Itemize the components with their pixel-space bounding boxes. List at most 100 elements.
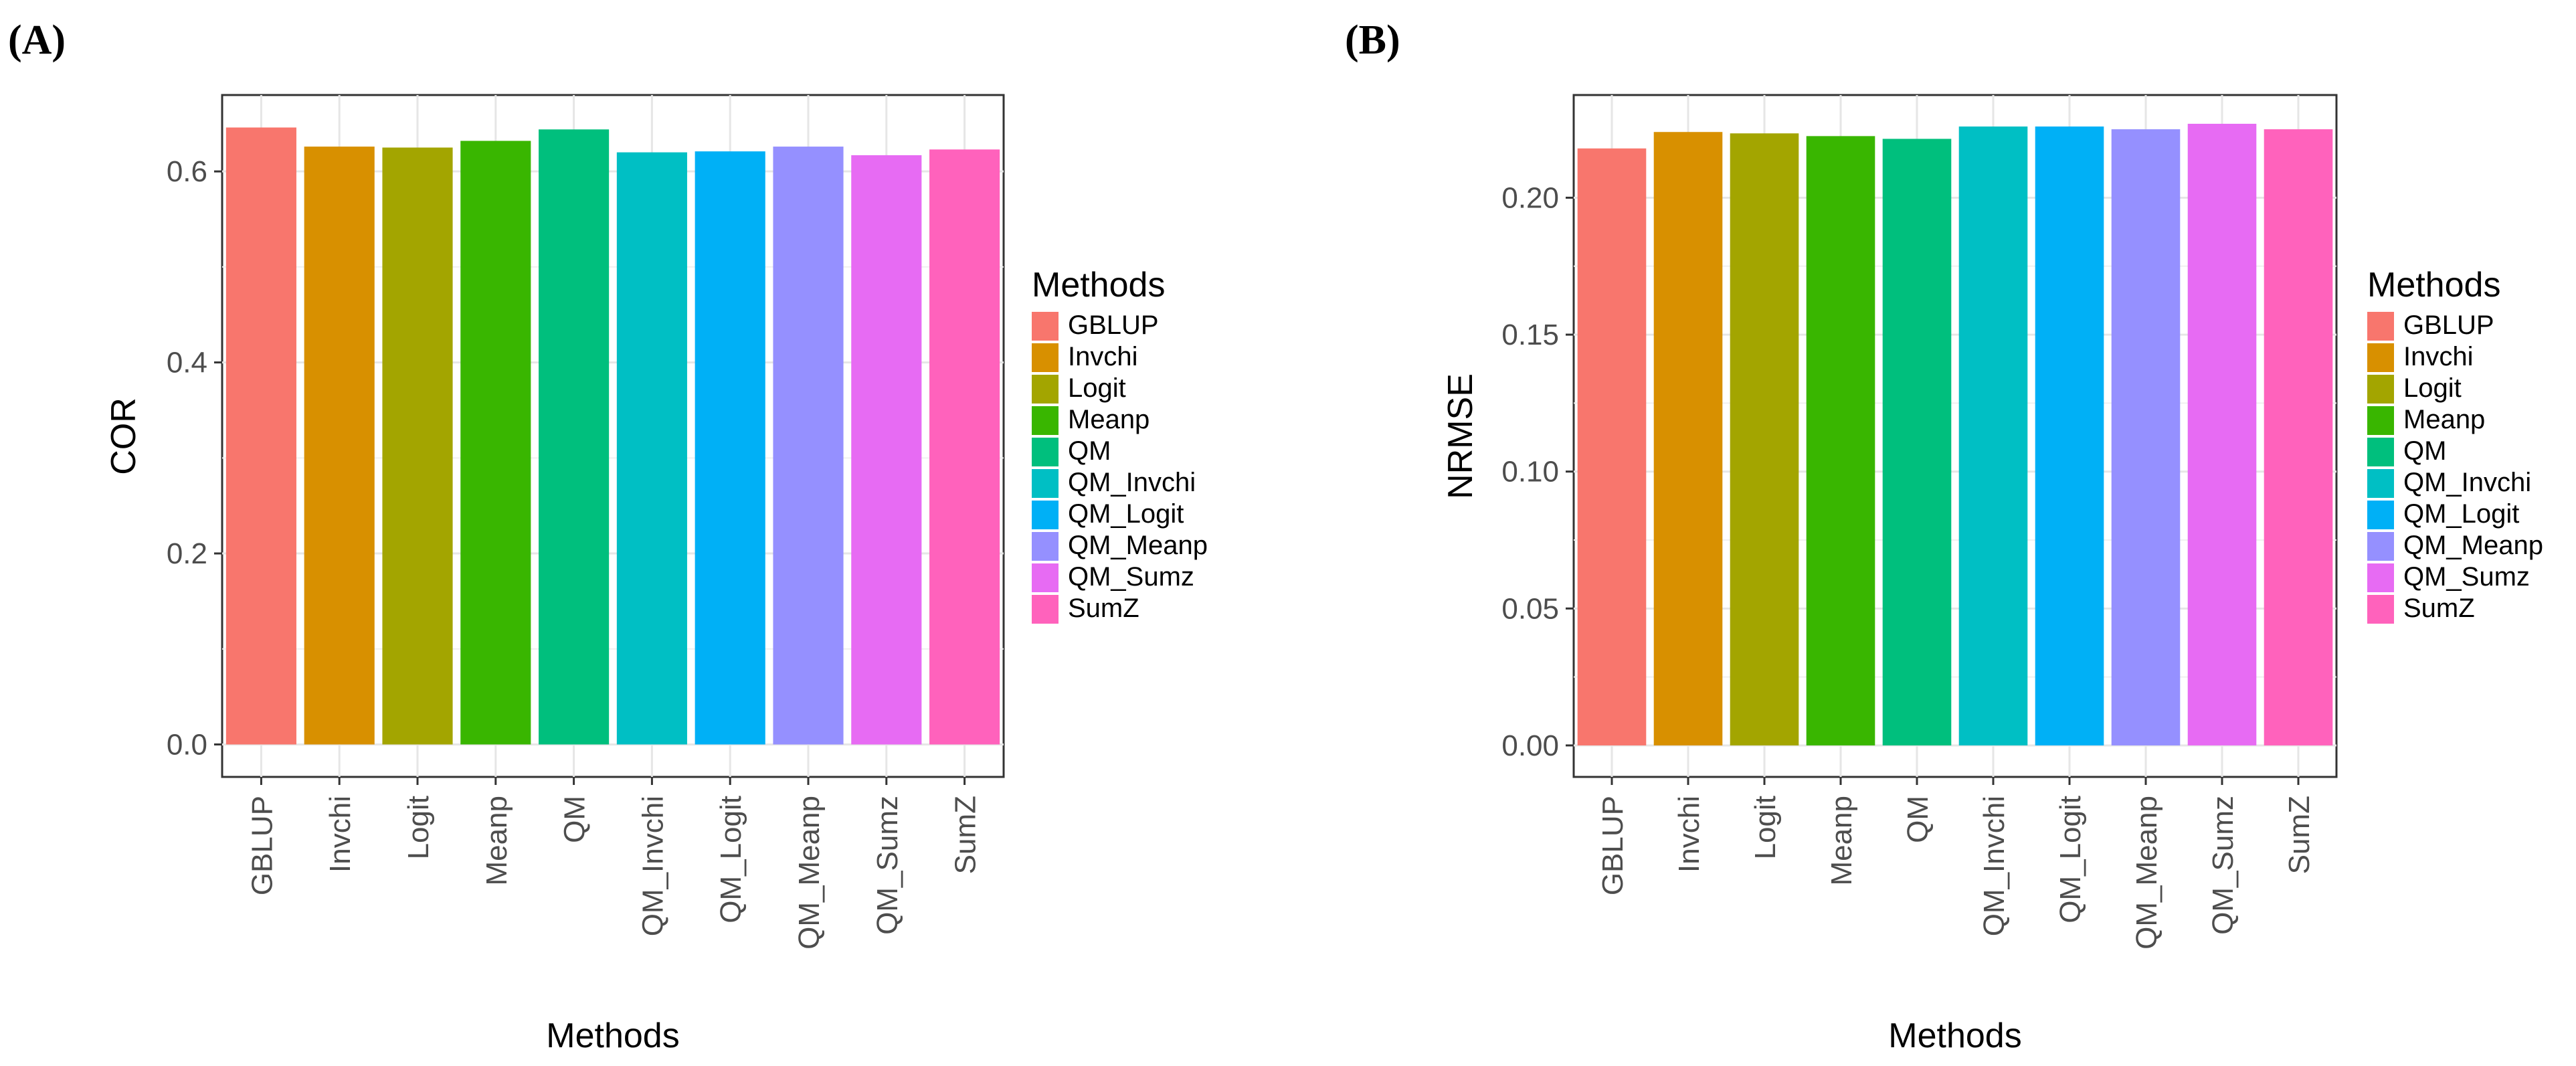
x-tick-label: QM xyxy=(1902,796,1934,843)
legend-entry-label: QM_Logit xyxy=(1068,499,1184,529)
legend-key xyxy=(1032,312,1059,341)
x-tick-label: QM_Invchi xyxy=(636,796,669,936)
bar-qm-meanp xyxy=(2111,129,2181,745)
y-axis-title-a: COR xyxy=(104,397,143,475)
legend-entry-label: QM_Logit xyxy=(2403,499,2519,529)
y-tick-label: 0.10 xyxy=(1501,456,1559,488)
bar-qm-invchi xyxy=(1958,126,2028,745)
legend-key xyxy=(1032,406,1059,435)
x-tick-label: QM_Logit xyxy=(2054,796,2087,923)
y-axis-title-b: NRMSE xyxy=(1441,373,1480,499)
legend-key xyxy=(2367,532,2394,561)
bar-qm xyxy=(539,129,610,745)
y-tick-label: 0.4 xyxy=(167,347,207,379)
x-tick-label: GBLUP xyxy=(246,796,278,895)
bar-sumz xyxy=(929,149,1000,745)
legend-entry-label: QM_Sumz xyxy=(1068,562,1194,592)
x-tick-label: Invchi xyxy=(324,796,357,873)
panel-a: (A) 0.00.20.40.6 GBLUP Invchi Logit Meanp QM… xyxy=(8,17,1208,1055)
x-tick-label: QM_Meanp xyxy=(2130,796,2163,950)
x-tick-label: QM_Invchi xyxy=(1978,796,2011,936)
x-tick-label: Meanp xyxy=(1825,796,1858,886)
panel-b: (B) 0.000.050.100.150.20 GBLUP Invchi Logi… xyxy=(1345,17,2543,1055)
x-axis-title-b: Methods xyxy=(1888,1016,2021,1055)
bar-invchi xyxy=(304,147,375,745)
y-tick-label: 0.00 xyxy=(1501,729,1559,762)
legend-key xyxy=(2367,469,2394,498)
legend-entry-label: QM_Invchi xyxy=(2403,468,2531,497)
bars-a xyxy=(225,127,1000,745)
x-tick-label: SumZ xyxy=(949,796,982,874)
legend-entry-label: Invchi xyxy=(2403,342,2474,371)
legend-entry-label: QM_Meanp xyxy=(2403,531,2543,560)
legend-entry-label: QM_Invchi xyxy=(1068,468,1196,497)
legend-entry-label: Invchi xyxy=(1068,342,1138,371)
legend-key xyxy=(1032,563,1059,592)
y-tick-label: 0.20 xyxy=(1501,181,1559,214)
legend-key xyxy=(2367,438,2394,466)
bar-qm-sumz xyxy=(2187,123,2257,745)
bar-logit xyxy=(1730,133,1799,745)
y-tick-label: 0.05 xyxy=(1501,592,1559,625)
y-axis-a: 0.0 0.2 0.4 0.6 xyxy=(167,155,222,761)
legend-entry-label: SumZ xyxy=(2403,594,2475,623)
x-axis-a: GBLUP Invchi Logit Meanp QM QM_Invchi QM_Logit… xyxy=(246,777,982,950)
bar-gblup xyxy=(225,127,296,745)
y-tick-label: 0.15 xyxy=(1501,319,1559,351)
x-tick-label: Logit xyxy=(1749,796,1782,859)
y-tick-label: 0.6 xyxy=(167,155,207,188)
legend-a: Methods GBLUPInvchiLogitMeanpQMQM_Invchi… xyxy=(1032,266,1208,624)
panel-a-label: (A) xyxy=(8,17,66,63)
legend-entry-label: QM xyxy=(2403,436,2446,466)
bar-gblup xyxy=(1577,148,1647,745)
legend-b: Methods GBLUPInvchiLogitMeanpQMQM_Invchi… xyxy=(2367,266,2543,624)
x-axis-title-a: Methods xyxy=(546,1016,679,1055)
legend-key xyxy=(2367,312,2394,341)
bars-b xyxy=(1577,123,2333,745)
x-tick-label: QM_Meanp xyxy=(793,796,826,950)
bar-qm-sumz xyxy=(851,155,922,745)
x-tick-label: SumZ xyxy=(2283,796,2316,874)
legend-entry-label: Meanp xyxy=(1068,405,1149,434)
legend-title-a: Methods xyxy=(1032,266,1165,304)
legend-entry-label: Meanp xyxy=(2403,405,2485,434)
x-axis-b: GBLUP Invchi Logit Meanp QM QM_Invchi QM_Logit… xyxy=(1596,777,2316,950)
bar-qm-logit xyxy=(2035,126,2104,745)
legend-entry-label: QM_Sumz xyxy=(2403,562,2530,592)
bar-qm-invchi xyxy=(616,152,687,745)
x-tick-label: Meanp xyxy=(480,796,513,886)
x-tick-label: QM_Sumz xyxy=(871,796,904,935)
x-tick-label: QM xyxy=(559,796,591,843)
legend-key xyxy=(2367,595,2394,624)
x-tick-label: GBLUP xyxy=(1596,796,1629,895)
x-tick-label: Invchi xyxy=(1673,796,1706,873)
x-tick-label: QM_Sumz xyxy=(2207,796,2239,935)
legend-entry-label: GBLUP xyxy=(1068,310,1159,340)
legend-key xyxy=(1032,501,1059,529)
legend-key xyxy=(2367,563,2394,592)
bar-sumz xyxy=(2264,129,2333,745)
legend-key xyxy=(2367,375,2394,404)
panel-b-label: (B) xyxy=(1345,17,1400,63)
legend-key xyxy=(2367,501,2394,529)
legend-key xyxy=(1032,532,1059,561)
legend-entry-label: GBLUP xyxy=(2403,310,2494,340)
bar-meanp xyxy=(1806,136,1875,745)
legend-entry-label: Logit xyxy=(1068,373,1126,403)
y-tick-label: 0.2 xyxy=(167,537,207,570)
bar-logit xyxy=(382,147,453,745)
bar-qm xyxy=(1882,139,1952,745)
bar-meanp xyxy=(460,141,531,745)
legend-key xyxy=(2367,406,2394,435)
x-tick-label: QM_Logit xyxy=(715,796,747,923)
x-tick-label: Logit xyxy=(402,796,435,859)
legend-entry-label: QM_Meanp xyxy=(1068,531,1208,560)
bar-invchi xyxy=(1653,132,1723,745)
legend-entry-label: SumZ xyxy=(1068,594,1139,623)
y-tick-label: 0.0 xyxy=(167,728,207,761)
bar-qm-logit xyxy=(695,151,765,745)
legend-key xyxy=(1032,375,1059,404)
legend-entry-label: QM xyxy=(1068,436,1111,466)
legend-entry-label: Logit xyxy=(2403,373,2462,403)
